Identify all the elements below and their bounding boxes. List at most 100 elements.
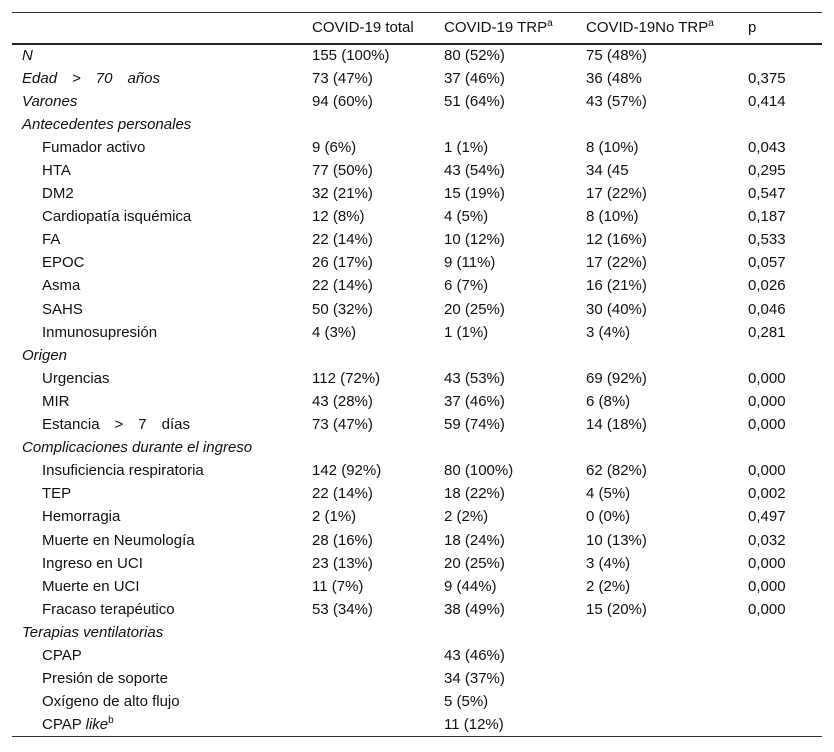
value-cell: 73 (47%) [312,67,444,90]
table-row: Asma 22 (14%) 6 (7%) 16 (21%) 0,026 [12,274,822,297]
value-cell: 0,046 [748,298,822,321]
value-cell: 37 (46%) [444,390,586,413]
cell-text: 80 (100%) [444,462,514,480]
value-cell: 16 (21%) [586,274,748,297]
value-cell: 11 (12%) [444,713,586,736]
value-cell: 2 (1%) [312,505,444,528]
cell-text: 0,187 [748,208,786,226]
value-cell: 51 (64%) [444,90,586,113]
cell-text: 2 (2%) [444,508,489,526]
cell-text: 80 (52%) [444,47,505,65]
value-cell: 62 (82%) [586,459,748,482]
table-row: Antecedentes personales [12,113,822,136]
table-row: Origen [12,344,822,367]
table-row: Oxígeno de alto flujo 5 (5%) [12,690,822,713]
cell-text: 0,375 [748,69,786,87]
row-label: Insuficiencia respiratoria [12,459,312,482]
value-cell: 15 (20%) [586,598,748,621]
cell-text: 12 (16%) [586,231,647,249]
cell-text: 30 (40%) [586,300,647,318]
row-label: Urgencias [12,367,312,390]
row-label: Ingreso en UCI [12,552,312,575]
cell-text: 0,032 [748,531,786,549]
row-label: HTA [12,159,312,182]
table-row: SAHS 50 (32%) 20 (25%) 30 (40%) 0,046 [12,298,822,321]
value-cell [586,621,748,644]
value-cell [312,344,444,367]
table-row: DM2 32 (21%) 15 (19%) 17 (22%) 0,547 [12,182,822,205]
cell-text: 43 (28%) [312,392,373,410]
header-row: COVID-19 total COVID-19 TRPa COVID-19No TR… [12,12,822,44]
value-cell: 5 (5%) [444,690,586,713]
value-cell: 155 (100%) [312,44,444,67]
cell-text: 2 (1%) [312,508,357,526]
value-cell: 50 (32%) [312,298,444,321]
cell-text: 15 (19%) [444,185,505,203]
value-cell: 9 (11%) [444,251,586,274]
value-cell: 28 (16%) [312,528,444,551]
value-cell: 20 (25%) [444,298,586,321]
value-cell: 0,000 [748,367,822,390]
value-cell: 4 (5%) [586,482,748,505]
table-row: Presión de soporte 34 (37%) [12,667,822,690]
cell-text: 37 (46%) [444,392,505,410]
value-cell: 80 (100%) [444,459,586,482]
value-cell: 23 (13%) [312,552,444,575]
cell-text: 0,497 [748,508,786,526]
cell-text: 75 (48%) [586,47,647,65]
table-row: Complicaciones durante el ingreso [12,436,822,459]
value-cell: 43 (53%) [444,367,586,390]
label-text: Edad > 70 años [22,69,161,87]
value-cell: 34 (45 [586,159,748,182]
value-cell: 8 (10%) [586,136,748,159]
cell-text: 5 (5%) [444,693,489,711]
label-text: Fumador activo [42,138,146,156]
cell-text: 142 (92%) [312,462,382,480]
value-cell: 17 (22%) [586,182,748,205]
value-cell: 15 (19%) [444,182,586,205]
value-cell [586,667,748,690]
value-cell [748,344,822,367]
value-cell [312,436,444,459]
cell-text: 0,414 [748,92,786,110]
table-header: COVID-19 total COVID-19 TRPa COVID-19No TR… [12,12,822,44]
cell-text: 4 (5%) [444,208,489,226]
cell-text: 0,295 [748,162,786,180]
row-label: Inmunosupresión [12,321,312,344]
cell-text: 17 (22%) [586,254,647,272]
cell-text: 22 (14%) [312,231,373,249]
row-label: Fracaso terapéutico [12,598,312,621]
header-cell [12,13,312,44]
header-text: COVID-19 TRP [444,19,548,37]
value-cell: 17 (22%) [586,251,748,274]
value-cell: 0,000 [748,390,822,413]
value-cell: 18 (24%) [444,528,586,551]
value-cell: 77 (50%) [312,159,444,182]
cell-text: 0,057 [748,254,786,272]
cell-text: 0,547 [748,185,786,203]
row-label: Edad > 70 años [12,67,312,90]
table-row: FA 22 (14%) 10 (12%) 12 (16%) 0,533 [12,228,822,251]
row-label: SAHS [12,298,312,321]
label-text: Terapias ventilatorias [22,623,164,641]
value-cell: 36 (48% [586,67,748,90]
footnote-mark: a [547,18,553,30]
row-label: CPAP [12,644,312,667]
value-cell: 22 (14%) [312,228,444,251]
table-row: HTA 77 (50%) 43 (54%) 34 (45 0,295 [12,159,822,182]
table-row: Inmunosupresión 4 (3%) 1 (1%) 3 (4%) 0,281 [12,321,822,344]
value-cell: 0,026 [748,274,822,297]
label-text: Muerte en UCI [42,577,140,595]
value-cell: 32 (21%) [312,182,444,205]
value-cell [312,621,444,644]
table-row: Varones 94 (60%) 51 (64%) 43 (57%) 0,414 [12,90,822,113]
value-cell: 6 (7%) [444,274,586,297]
label-text: Urgencias [42,369,110,387]
value-cell: 10 (13%) [586,528,748,551]
cell-text: 8 (10%) [586,208,639,226]
value-cell [444,113,586,136]
cell-text: 0,026 [748,277,786,295]
cell-text: 0,002 [748,485,786,503]
value-cell: 0 (0%) [586,505,748,528]
value-cell: 1 (1%) [444,321,586,344]
